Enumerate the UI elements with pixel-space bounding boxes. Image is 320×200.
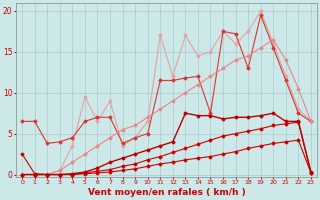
X-axis label: Vent moyen/en rafales ( km/h ): Vent moyen/en rafales ( km/h ) [88, 188, 245, 197]
